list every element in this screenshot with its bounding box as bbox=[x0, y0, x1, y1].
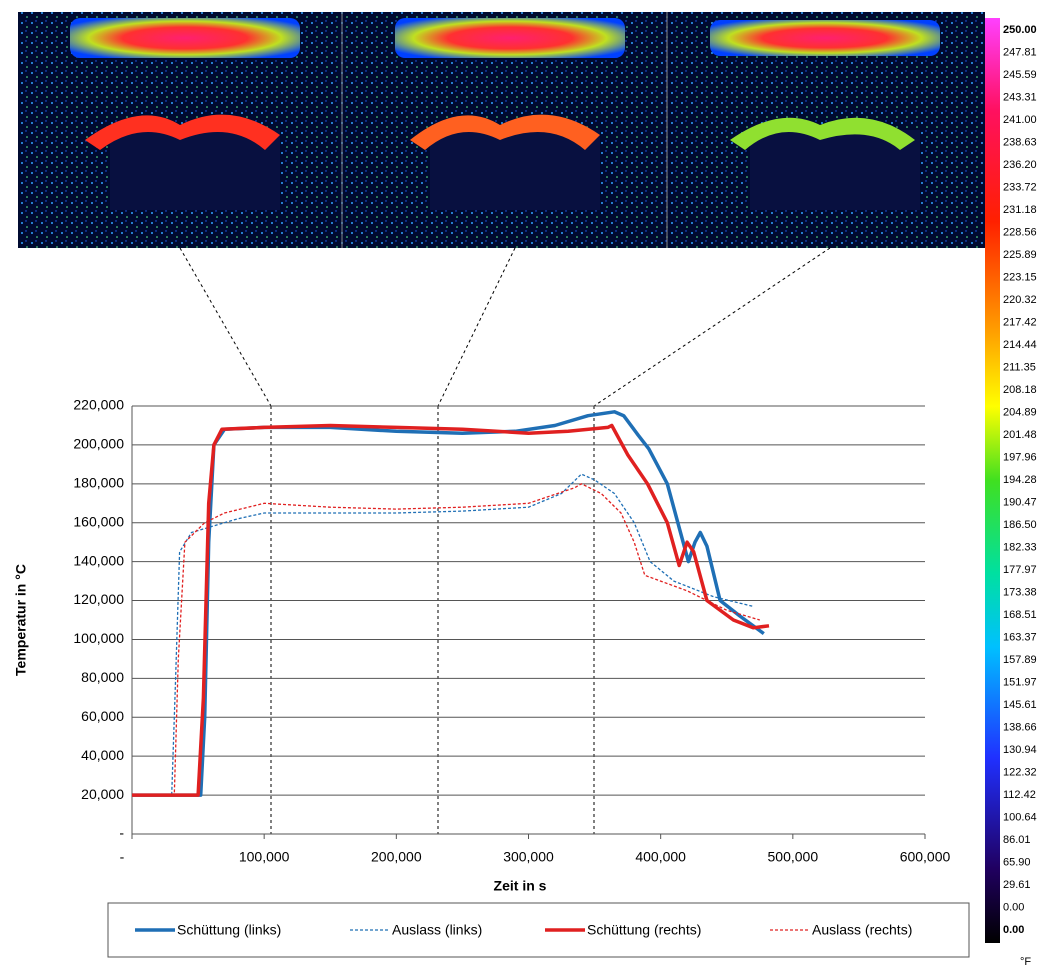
y-tick-label: - bbox=[119, 825, 124, 841]
colorbar-label: 168.51 bbox=[1003, 609, 1037, 621]
colorbar-label: 194.28 bbox=[1003, 474, 1037, 486]
colorbar-label: 190.47 bbox=[1003, 496, 1037, 508]
colorbar-label: 0.00 bbox=[1003, 901, 1024, 913]
colorbar-label: 228.56 bbox=[1003, 226, 1037, 238]
colorbar-label: 241.00 bbox=[1003, 114, 1037, 126]
y-tick-label: 20,000 bbox=[81, 786, 124, 802]
colorbar-label: 217.42 bbox=[1003, 316, 1037, 328]
x-tick-label: - bbox=[120, 849, 125, 865]
series-line bbox=[132, 423, 770, 797]
y-tick-label: 220,000 bbox=[73, 397, 124, 413]
y-tick-label: 40,000 bbox=[81, 747, 124, 763]
colorbar-label: 211.35 bbox=[1003, 361, 1036, 373]
colorbar-label: 201.48 bbox=[1003, 429, 1037, 441]
y-tick-label: 100,000 bbox=[73, 630, 124, 646]
colorbar-label: 236.20 bbox=[1003, 159, 1037, 171]
legend-label: Schüttung (links) bbox=[177, 922, 281, 938]
colorbar-label: 233.72 bbox=[1003, 181, 1037, 193]
colorbar-label: 0.00 bbox=[1003, 924, 1024, 936]
colorbar-label: 130.94 bbox=[1003, 744, 1037, 756]
y-tick-label: 160,000 bbox=[73, 513, 124, 529]
colorbar-label: 151.97 bbox=[1003, 676, 1037, 688]
connectors bbox=[179, 247, 831, 834]
colorbar-label: 100.64 bbox=[1003, 811, 1037, 823]
hot-stream bbox=[730, 117, 915, 150]
colorbar-label: 65.90 bbox=[1003, 856, 1031, 868]
hot-stream bbox=[410, 114, 600, 150]
colorbar-label: 247.81 bbox=[1003, 46, 1037, 58]
y-tick-label: 140,000 bbox=[73, 552, 124, 568]
x-tick-label: 300,000 bbox=[503, 849, 554, 865]
hot-zone bbox=[70, 18, 300, 58]
x-tick-label: 600,000 bbox=[900, 849, 951, 865]
colorbar-label: 29.61 bbox=[1003, 879, 1031, 891]
x-tick-label: 100,000 bbox=[239, 849, 290, 865]
y-tick-label: 200,000 bbox=[73, 436, 124, 452]
y-tick-label: 60,000 bbox=[81, 708, 124, 724]
colorbar-label: 138.66 bbox=[1003, 721, 1037, 733]
colorbar-label: 214.44 bbox=[1003, 339, 1037, 351]
colorbar-label: 157.89 bbox=[1003, 654, 1037, 666]
hot-zone bbox=[710, 20, 940, 56]
y-tick-label: 120,000 bbox=[73, 591, 124, 607]
hot-zone bbox=[395, 18, 625, 58]
y-tick-label: 80,000 bbox=[81, 669, 124, 685]
colorbar-label: 112.42 bbox=[1003, 789, 1036, 801]
colorbar-label: 204.89 bbox=[1003, 406, 1037, 418]
legend-label: Schüttung (rechts) bbox=[587, 922, 701, 938]
thermal-images bbox=[18, 12, 985, 248]
connector bbox=[593, 247, 831, 407]
colorbar-label: 245.59 bbox=[1003, 69, 1037, 81]
colorbar-label-panel bbox=[1000, 18, 1058, 943]
hopper bbox=[110, 130, 280, 210]
colorbar-label: 231.18 bbox=[1003, 204, 1037, 216]
colorbar-label: 177.97 bbox=[1003, 564, 1037, 576]
connector bbox=[437, 247, 516, 407]
colorbar-label: 182.33 bbox=[1003, 541, 1037, 553]
colorbar-label: 173.38 bbox=[1003, 586, 1037, 598]
legend-label: Auslass (rechts) bbox=[812, 922, 912, 938]
series-line bbox=[132, 410, 765, 797]
colorbar-label: 238.63 bbox=[1003, 136, 1037, 148]
y-tick-label: 180,000 bbox=[73, 475, 124, 491]
legend-label: Auslass (links) bbox=[392, 922, 482, 938]
colorbar-label: 223.15 bbox=[1003, 271, 1037, 283]
x-axis-title: Zeit in s bbox=[494, 878, 547, 894]
x-tick-label: 500,000 bbox=[768, 849, 819, 865]
y-axis-title: Temperatur in °C bbox=[13, 564, 29, 676]
colorbar-label: 220.32 bbox=[1003, 294, 1037, 306]
legend bbox=[107, 902, 970, 958]
hot-stream bbox=[85, 114, 280, 150]
x-tick-label: 400,000 bbox=[635, 849, 686, 865]
hopper bbox=[430, 130, 600, 210]
colorbar-label: 186.50 bbox=[1003, 519, 1037, 531]
colorbar-label: 250.00 bbox=[1003, 24, 1037, 36]
colorbar-label: 122.32 bbox=[1003, 766, 1037, 778]
colorbar-label: 145.61 bbox=[1003, 699, 1037, 711]
colorbar-label: 225.89 bbox=[1003, 249, 1037, 261]
series-line bbox=[132, 483, 760, 796]
colorbar-label: 243.31 bbox=[1003, 91, 1037, 103]
colorbar-unit: °F bbox=[1020, 956, 1031, 968]
colorbar-label: 208.18 bbox=[1003, 384, 1037, 396]
colorbar-label: 86.01 bbox=[1003, 834, 1031, 846]
colorbar-label: 163.37 bbox=[1003, 631, 1037, 643]
connector bbox=[179, 247, 272, 407]
x-tick-label: 200,000 bbox=[371, 849, 422, 865]
series-line bbox=[132, 473, 754, 796]
colorbar-label: 197.96 bbox=[1003, 451, 1037, 463]
